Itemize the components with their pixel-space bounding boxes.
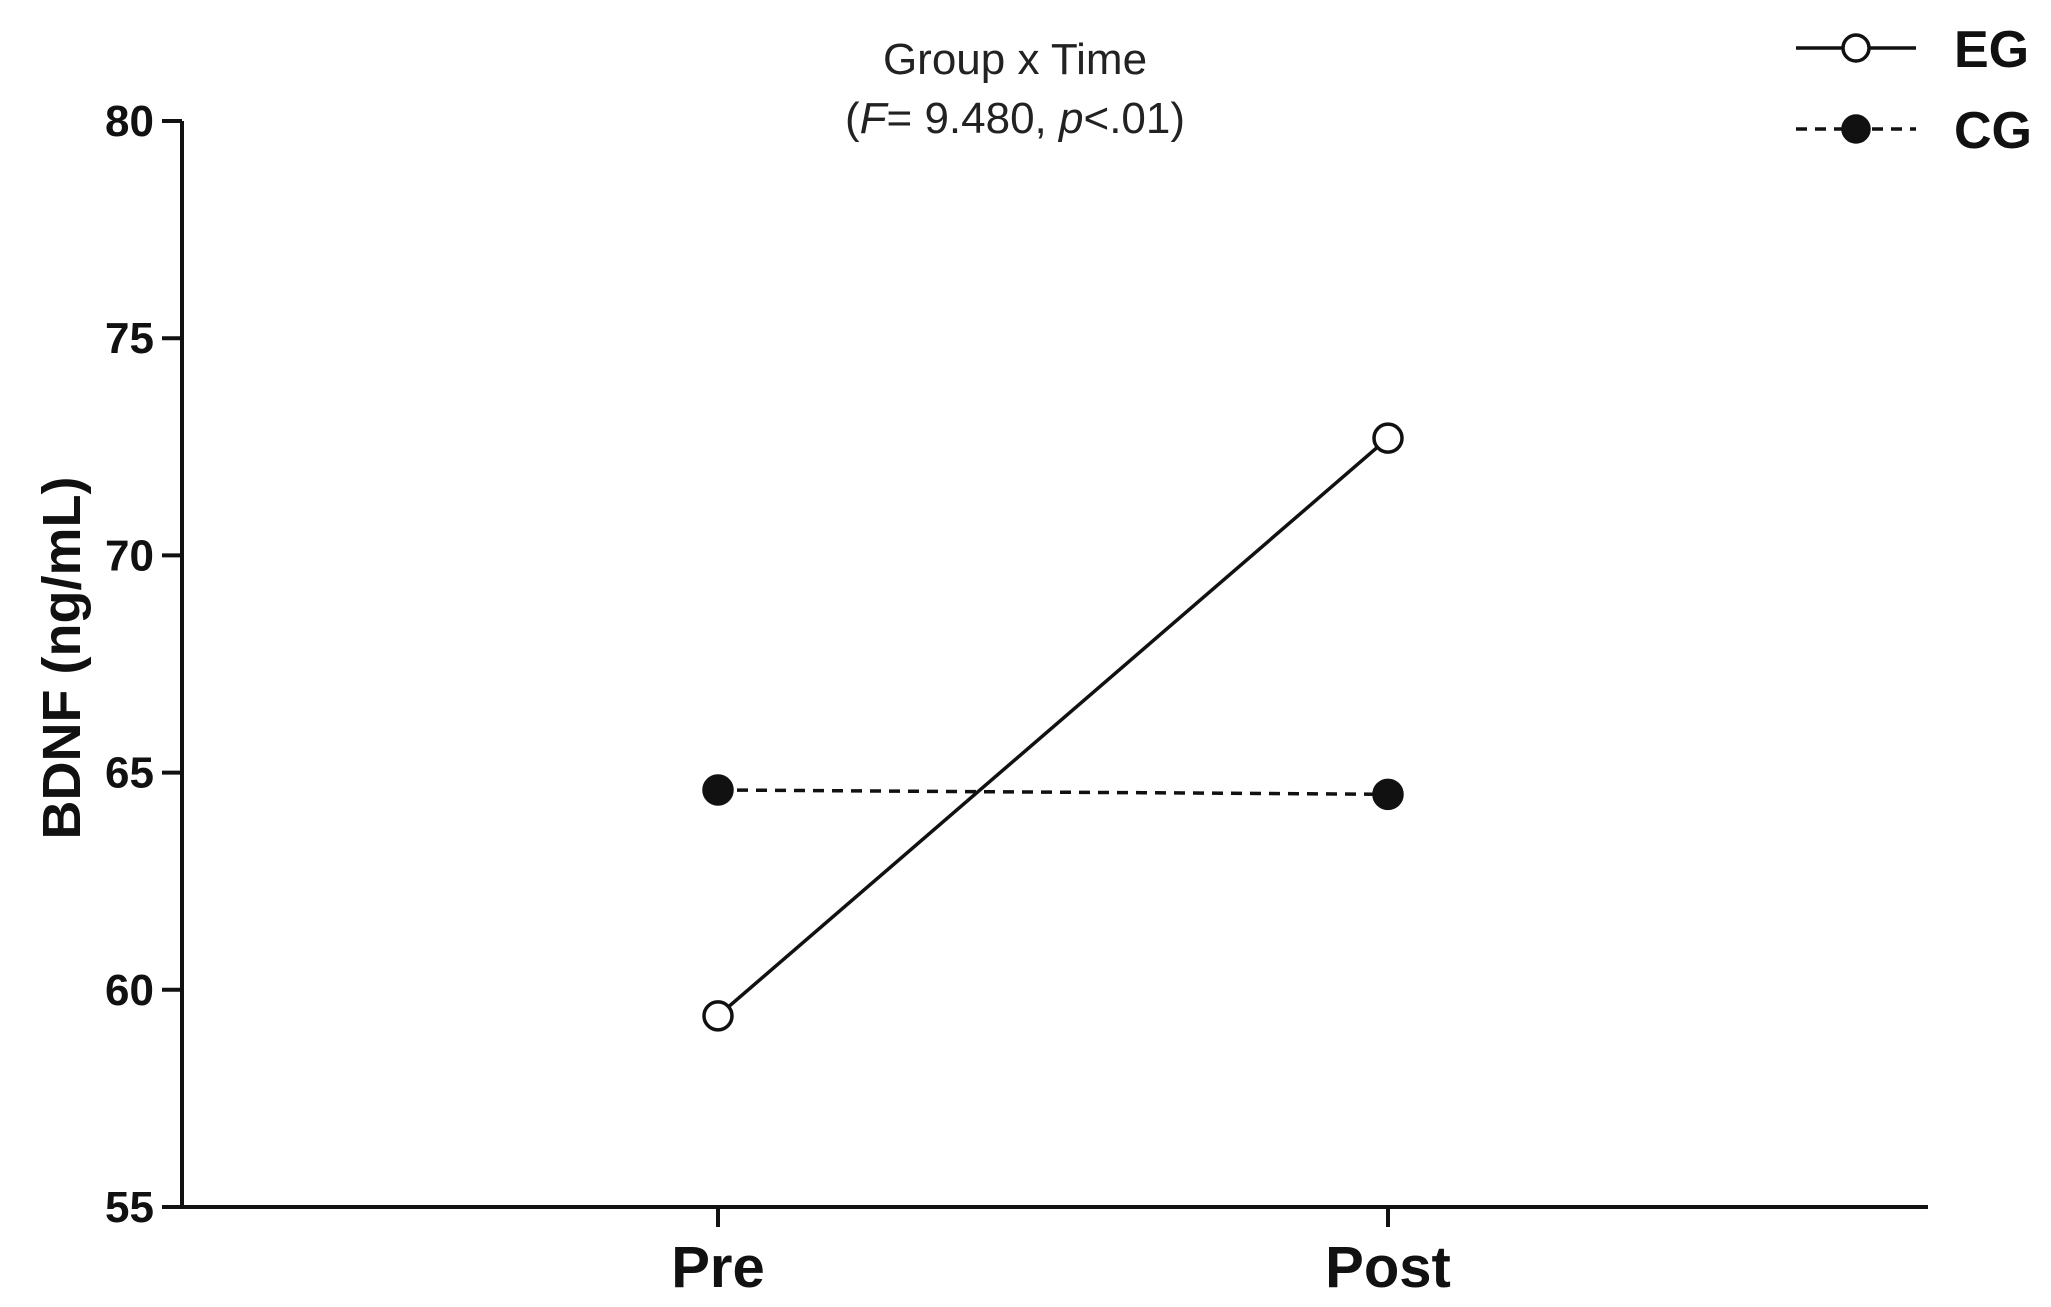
data-point-eg-pre xyxy=(702,1000,734,1032)
axes: 55 60 65 70 75 80 Pre Post xyxy=(105,97,1928,1300)
annotation-line-2: (F= 9.480, p<.01) xyxy=(845,94,1185,143)
y-tick-label: 60 xyxy=(105,966,154,1015)
series-line-cg xyxy=(717,788,1389,797)
data-point-eg-post xyxy=(1372,422,1404,454)
annotation-f-value: = 9.480, xyxy=(887,94,1059,143)
series-layer xyxy=(702,422,1404,1032)
annotation-line-1: Group x Time xyxy=(883,35,1147,84)
annotation-p-symbol: p xyxy=(1057,94,1083,143)
series-line-eg xyxy=(716,436,1390,1018)
legend-marker-eg xyxy=(1841,33,1871,63)
y-axis-title: BDNF (ng/mL) xyxy=(32,477,92,840)
legend-item-cg: CG xyxy=(1796,102,2032,160)
y-tick-label: 70 xyxy=(105,531,154,580)
y-tick-label: 75 xyxy=(105,314,154,363)
series-eg xyxy=(702,422,1404,1032)
data-point-cg-post xyxy=(1372,778,1404,811)
y-axis-ticks: 55 60 65 70 75 80 xyxy=(105,97,182,1232)
legend-label-eg: EG xyxy=(1954,21,2029,79)
legend-label-cg: CG xyxy=(1954,102,2032,160)
annotation-open-paren: ( xyxy=(845,94,860,143)
x-category-label: Pre xyxy=(671,1235,765,1300)
series-cg xyxy=(702,774,1404,811)
y-tick-label: 55 xyxy=(105,1183,154,1232)
x-axis-ticks: Pre Post xyxy=(671,1207,1451,1300)
chart-annotation: Group x Time (F= 9.480, p<.01) xyxy=(845,35,1185,143)
legend-item-eg: EG xyxy=(1796,21,2029,79)
x-category-label: Post xyxy=(1325,1235,1451,1300)
annotation-p-value: <.01) xyxy=(1084,94,1186,143)
data-point-cg-pre xyxy=(702,774,734,806)
annotation-f-symbol: F xyxy=(860,94,889,143)
y-tick-label: 65 xyxy=(105,749,154,798)
y-tick-label: 80 xyxy=(105,97,154,146)
legend: EG CG xyxy=(1796,21,2032,160)
legend-marker-cg xyxy=(1841,114,1871,144)
